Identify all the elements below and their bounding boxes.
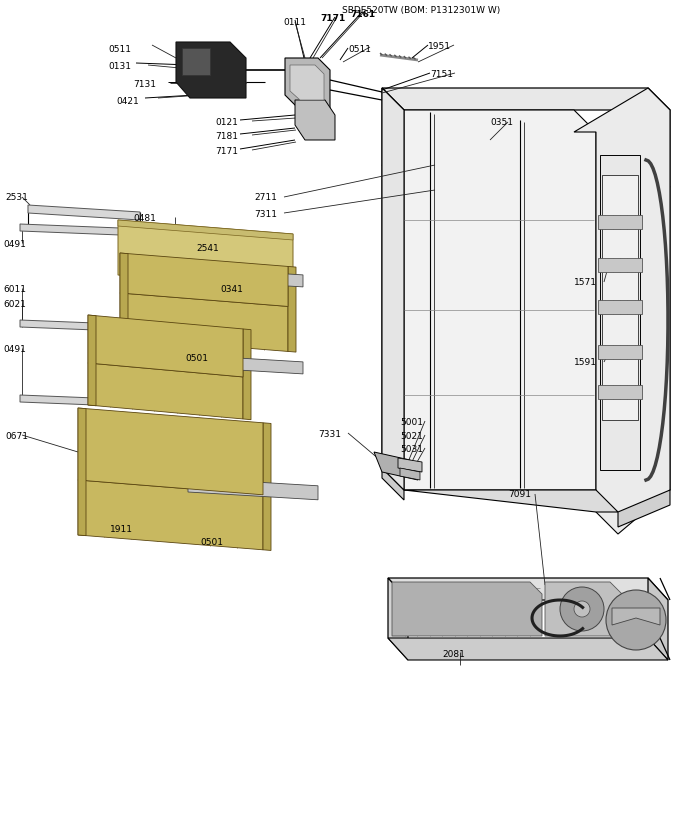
Text: 6011: 6011 xyxy=(3,285,26,294)
Text: 2531: 2531 xyxy=(5,193,28,202)
Polygon shape xyxy=(118,220,293,240)
Polygon shape xyxy=(120,253,288,306)
Polygon shape xyxy=(88,315,243,377)
Polygon shape xyxy=(400,468,420,480)
Text: 0511: 0511 xyxy=(348,45,371,54)
Polygon shape xyxy=(285,58,330,108)
Text: 7181: 7181 xyxy=(215,132,238,141)
Text: 0111: 0111 xyxy=(284,18,307,27)
Text: 0511: 0511 xyxy=(108,45,131,54)
Text: 1911: 1911 xyxy=(110,525,133,534)
Polygon shape xyxy=(612,608,660,625)
Polygon shape xyxy=(382,468,404,500)
Text: 0491: 0491 xyxy=(3,345,26,354)
Circle shape xyxy=(560,587,604,631)
Text: 7131: 7131 xyxy=(133,80,156,89)
Polygon shape xyxy=(28,205,140,220)
Text: 0671: 0671 xyxy=(5,432,28,441)
Polygon shape xyxy=(188,268,303,287)
Text: 7151: 7151 xyxy=(430,70,453,79)
Text: 0501: 0501 xyxy=(185,354,208,363)
Text: 1571: 1571 xyxy=(574,278,597,287)
Polygon shape xyxy=(600,155,640,470)
Text: 7171: 7171 xyxy=(215,147,238,156)
Polygon shape xyxy=(404,110,596,490)
Text: 5021: 5021 xyxy=(400,432,423,441)
Text: 7171: 7171 xyxy=(320,14,345,23)
Text: 0341: 0341 xyxy=(220,285,243,294)
Text: 5001: 5001 xyxy=(400,418,423,427)
Polygon shape xyxy=(78,408,263,495)
Polygon shape xyxy=(295,100,335,140)
Text: 2541: 2541 xyxy=(196,244,219,253)
Polygon shape xyxy=(388,578,668,600)
Text: 1591: 1591 xyxy=(574,358,597,367)
Text: 0421: 0421 xyxy=(116,97,139,106)
Polygon shape xyxy=(648,578,668,660)
Text: 0481: 0481 xyxy=(133,214,156,223)
Polygon shape xyxy=(374,452,418,480)
Polygon shape xyxy=(288,266,296,352)
Polygon shape xyxy=(598,385,642,399)
Polygon shape xyxy=(382,88,670,110)
Polygon shape xyxy=(388,638,668,660)
Text: 0501: 0501 xyxy=(200,538,223,547)
Polygon shape xyxy=(188,478,318,500)
Text: 0131: 0131 xyxy=(108,62,131,71)
Text: 1951: 1951 xyxy=(428,42,451,51)
Polygon shape xyxy=(118,220,293,289)
Polygon shape xyxy=(20,395,135,407)
Polygon shape xyxy=(404,490,618,512)
Text: SBDE520TW (BOM: P1312301W W): SBDE520TW (BOM: P1312301W W) xyxy=(343,6,500,15)
Text: 0121: 0121 xyxy=(215,118,238,127)
Polygon shape xyxy=(120,253,128,339)
Text: 0351: 0351 xyxy=(490,118,513,127)
Polygon shape xyxy=(382,468,670,490)
Polygon shape xyxy=(602,175,638,420)
Polygon shape xyxy=(598,215,642,229)
Polygon shape xyxy=(88,315,96,405)
Polygon shape xyxy=(382,88,404,490)
Polygon shape xyxy=(382,88,404,490)
Polygon shape xyxy=(120,293,288,351)
Polygon shape xyxy=(574,88,670,534)
Polygon shape xyxy=(398,458,422,472)
Polygon shape xyxy=(20,320,135,332)
Polygon shape xyxy=(618,490,670,527)
Polygon shape xyxy=(78,408,86,535)
Polygon shape xyxy=(598,345,642,359)
Polygon shape xyxy=(182,48,210,75)
Circle shape xyxy=(606,590,666,650)
Polygon shape xyxy=(648,88,670,490)
Polygon shape xyxy=(263,423,271,550)
Text: 7311: 7311 xyxy=(254,210,277,219)
Text: 2711: 2711 xyxy=(254,193,277,202)
Polygon shape xyxy=(78,480,263,550)
Polygon shape xyxy=(188,355,303,374)
Text: 2081: 2081 xyxy=(442,650,465,659)
Polygon shape xyxy=(382,165,670,187)
Polygon shape xyxy=(176,42,246,98)
Text: 5031: 5031 xyxy=(400,445,423,454)
Circle shape xyxy=(574,601,590,617)
Polygon shape xyxy=(545,582,622,636)
Text: 7161: 7161 xyxy=(350,10,375,19)
Polygon shape xyxy=(598,258,642,272)
Polygon shape xyxy=(88,363,243,419)
Polygon shape xyxy=(392,582,542,636)
Text: 0491: 0491 xyxy=(3,240,26,249)
Text: 7091: 7091 xyxy=(508,490,531,499)
Polygon shape xyxy=(598,300,642,314)
Text: 6021: 6021 xyxy=(3,300,26,309)
Polygon shape xyxy=(243,329,251,420)
Polygon shape xyxy=(20,224,135,235)
Text: 7331: 7331 xyxy=(318,430,341,439)
Polygon shape xyxy=(388,578,408,660)
Polygon shape xyxy=(290,65,324,100)
